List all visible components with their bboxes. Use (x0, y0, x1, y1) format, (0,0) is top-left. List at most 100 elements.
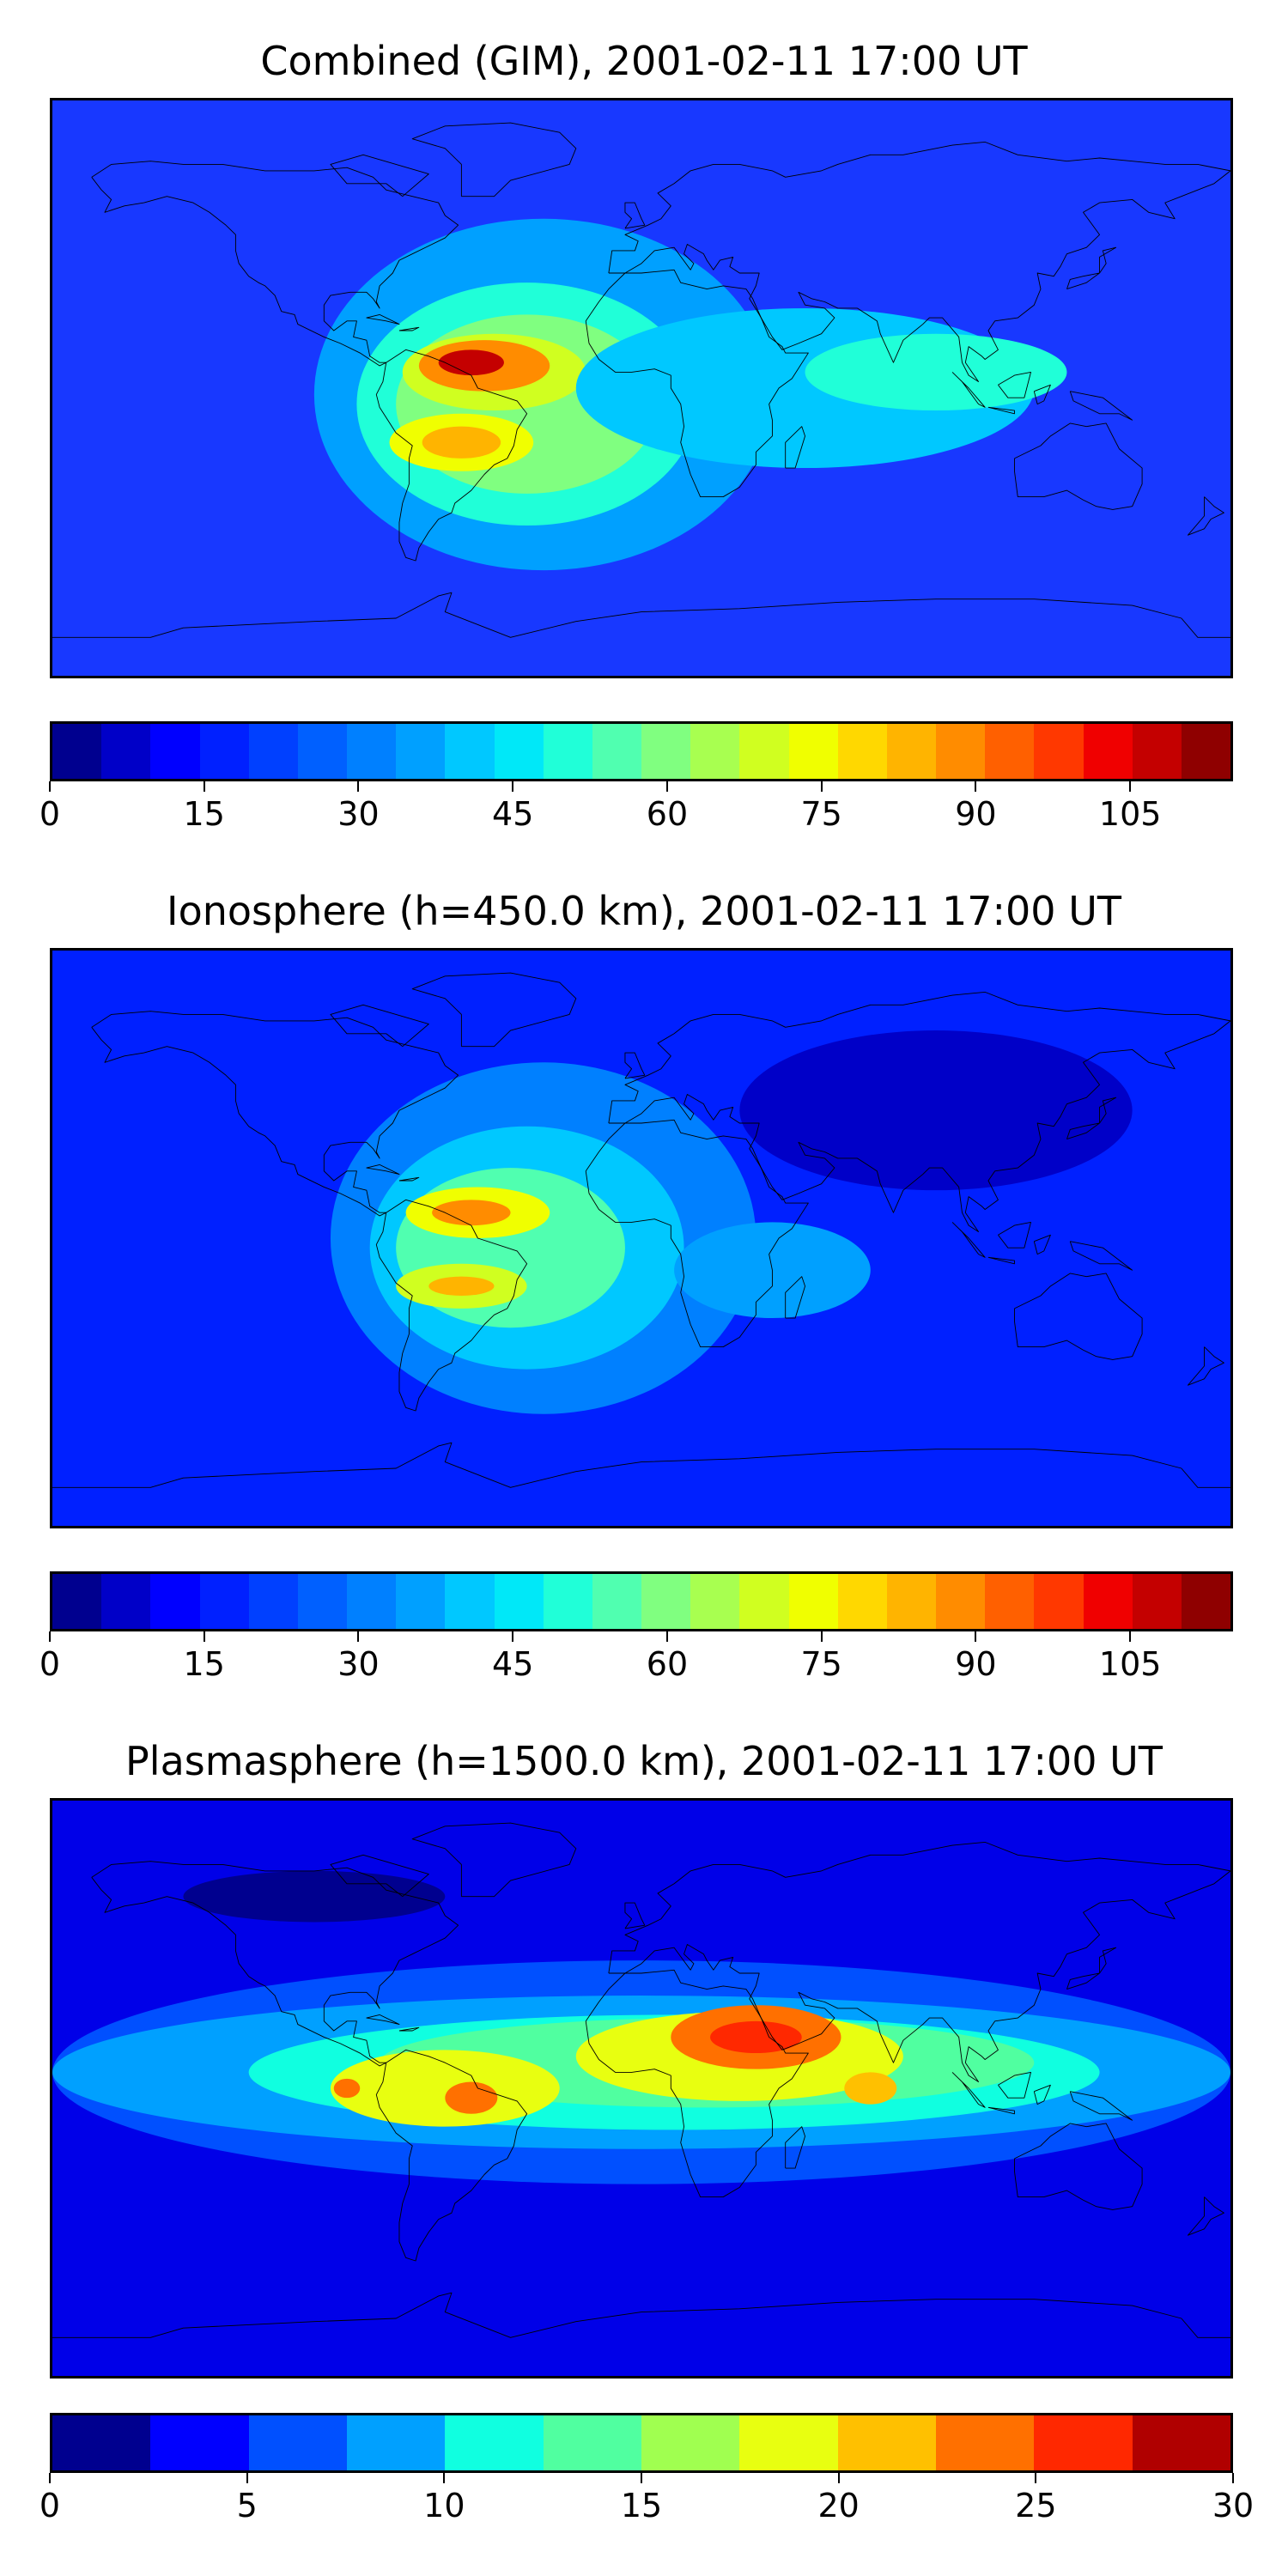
colorbar-tick-label: 5 (236, 2487, 258, 2524)
coastline-17 (367, 314, 399, 324)
coastline-8 (786, 2127, 805, 2168)
coastline-7 (412, 973, 576, 1047)
coastline-18 (399, 2027, 419, 2031)
coastline-1 (376, 349, 526, 561)
coastline-5 (625, 203, 645, 228)
colorbar-segment (52, 724, 102, 779)
colorbar-segment (52, 2415, 151, 2470)
colorbar-tick-label: 45 (492, 1645, 534, 1683)
colorbar-segment (592, 1574, 642, 1629)
colorbar-segment (886, 1574, 937, 1629)
colorbar-tick-label: 30 (337, 1645, 380, 1683)
panel-title-combined: Combined (GIM), 2001-02-11 17:00 UT (260, 38, 1028, 84)
colorbar-segment (739, 724, 789, 779)
colorbar-segment (101, 724, 151, 779)
colorbar-segment (788, 1574, 838, 1629)
colorbar-segment (1034, 1574, 1084, 1629)
coastline-15 (52, 1443, 1230, 1487)
colorbar-segment (445, 2415, 544, 2470)
coastline-13 (1070, 1242, 1132, 1271)
coastline-2 (586, 1970, 808, 2196)
coastline-8 (786, 427, 805, 468)
colorbar-segment (1181, 724, 1231, 779)
coastline-0 (92, 161, 459, 366)
coastline-6 (331, 155, 428, 196)
colorbar-segment (248, 1574, 298, 1629)
coastline-18 (399, 327, 419, 331)
coastline-2 (586, 1120, 808, 1346)
colorbar-segment (1132, 724, 1182, 779)
tec-contour-10 (844, 2072, 897, 2105)
coastline-2 (586, 270, 808, 496)
colorbar-tick-label: 90 (955, 795, 997, 833)
colorbar-segment (1083, 1574, 1133, 1629)
colorbar-segment (445, 724, 495, 779)
colorbar-segment (543, 2415, 641, 2470)
coastline-14 (1066, 247, 1115, 289)
coastline-14 (1066, 1947, 1115, 1989)
colorbar-ticks-plasmasphere: 0 5 10 15 20 25 30 (39, 2473, 1254, 2524)
colorbar-tick-label: 15 (183, 1645, 225, 1683)
colorbar-tick-label: 15 (620, 2487, 663, 2524)
coastline-9 (952, 372, 985, 407)
colorbar-segment (297, 1574, 348, 1629)
colorbar-segment (396, 1574, 446, 1629)
colorbar-tick-label: 15 (183, 795, 225, 833)
colorbar-segment (936, 724, 986, 779)
coastline-16 (1188, 497, 1224, 536)
coastline-4 (1014, 2123, 1142, 2210)
tec-contour-7 (422, 426, 501, 459)
coastline-14 (1066, 1097, 1115, 1139)
colorbar-segment (248, 724, 298, 779)
coastline-6 (331, 1855, 428, 1896)
coastline-17 (367, 1164, 399, 1174)
coastline-0 (92, 1862, 459, 2066)
colorbar-segment (543, 1574, 592, 1629)
coastline-1 (376, 2050, 526, 2261)
colorbar-segment (690, 724, 740, 779)
coastline-10 (988, 1257, 1014, 1263)
colorbar-segment (739, 2415, 838, 2470)
colorbar-plasmasphere (50, 2413, 1233, 2473)
coastline-3 (609, 992, 1230, 1231)
colorbar-segment (199, 724, 249, 779)
coastline-17 (367, 2014, 399, 2024)
coastline-6 (331, 1005, 428, 1046)
coastline-1 (376, 1200, 526, 1411)
colorbar-tick-label: 30 (337, 795, 380, 833)
tec-map-ionosphere (52, 951, 1230, 1526)
colorbar-segment (935, 2415, 1035, 2470)
colorbar-segment (886, 724, 937, 779)
colorbar-segment (1083, 724, 1133, 779)
colorbar-tick-label: 105 (1098, 795, 1162, 833)
coastline-9 (952, 1222, 985, 1257)
colorbar-segment (396, 724, 446, 779)
tec-contour-6 (710, 2020, 802, 2054)
colorbar-tick-label: 75 (800, 795, 842, 833)
tec-contour-5 (438, 349, 504, 376)
colorbar-tick-label: 0 (39, 1645, 61, 1683)
colorbar-segment (641, 2415, 740, 2470)
coastline-15 (52, 2293, 1230, 2337)
colorbar-segment (1034, 2415, 1133, 2470)
tec-map-plasmasphere (52, 1801, 1230, 2376)
coastline-12 (1034, 385, 1050, 404)
tec-contour-7 (739, 1030, 1133, 1191)
colorbar-ticks-combined: 0 15 30 45 60 75 90 105 (39, 781, 1233, 833)
colorbar-tick-label: 90 (955, 1645, 997, 1683)
colorbar-segment (52, 1574, 102, 1629)
colorbar-segment (150, 2415, 249, 2470)
colorbar-segment (248, 2415, 347, 2470)
coastline-11 (998, 372, 1030, 398)
colorbar-segment (543, 724, 592, 779)
panel-title-plasmasphere: Plasmasphere (h=1500.0 km), 2001-02-11 1… (125, 1738, 1163, 1784)
tec-contour-6 (428, 1276, 495, 1296)
colorbar-segment (297, 724, 348, 779)
coastline-5 (625, 1903, 645, 1929)
colorbar-segment (837, 724, 887, 779)
colorbar-segment (690, 1574, 740, 1629)
coastline-11 (998, 2072, 1030, 2098)
tec-contour-9 (805, 333, 1067, 411)
colorbar-segment (1132, 2415, 1230, 2470)
colorbar-combined (50, 721, 1233, 781)
